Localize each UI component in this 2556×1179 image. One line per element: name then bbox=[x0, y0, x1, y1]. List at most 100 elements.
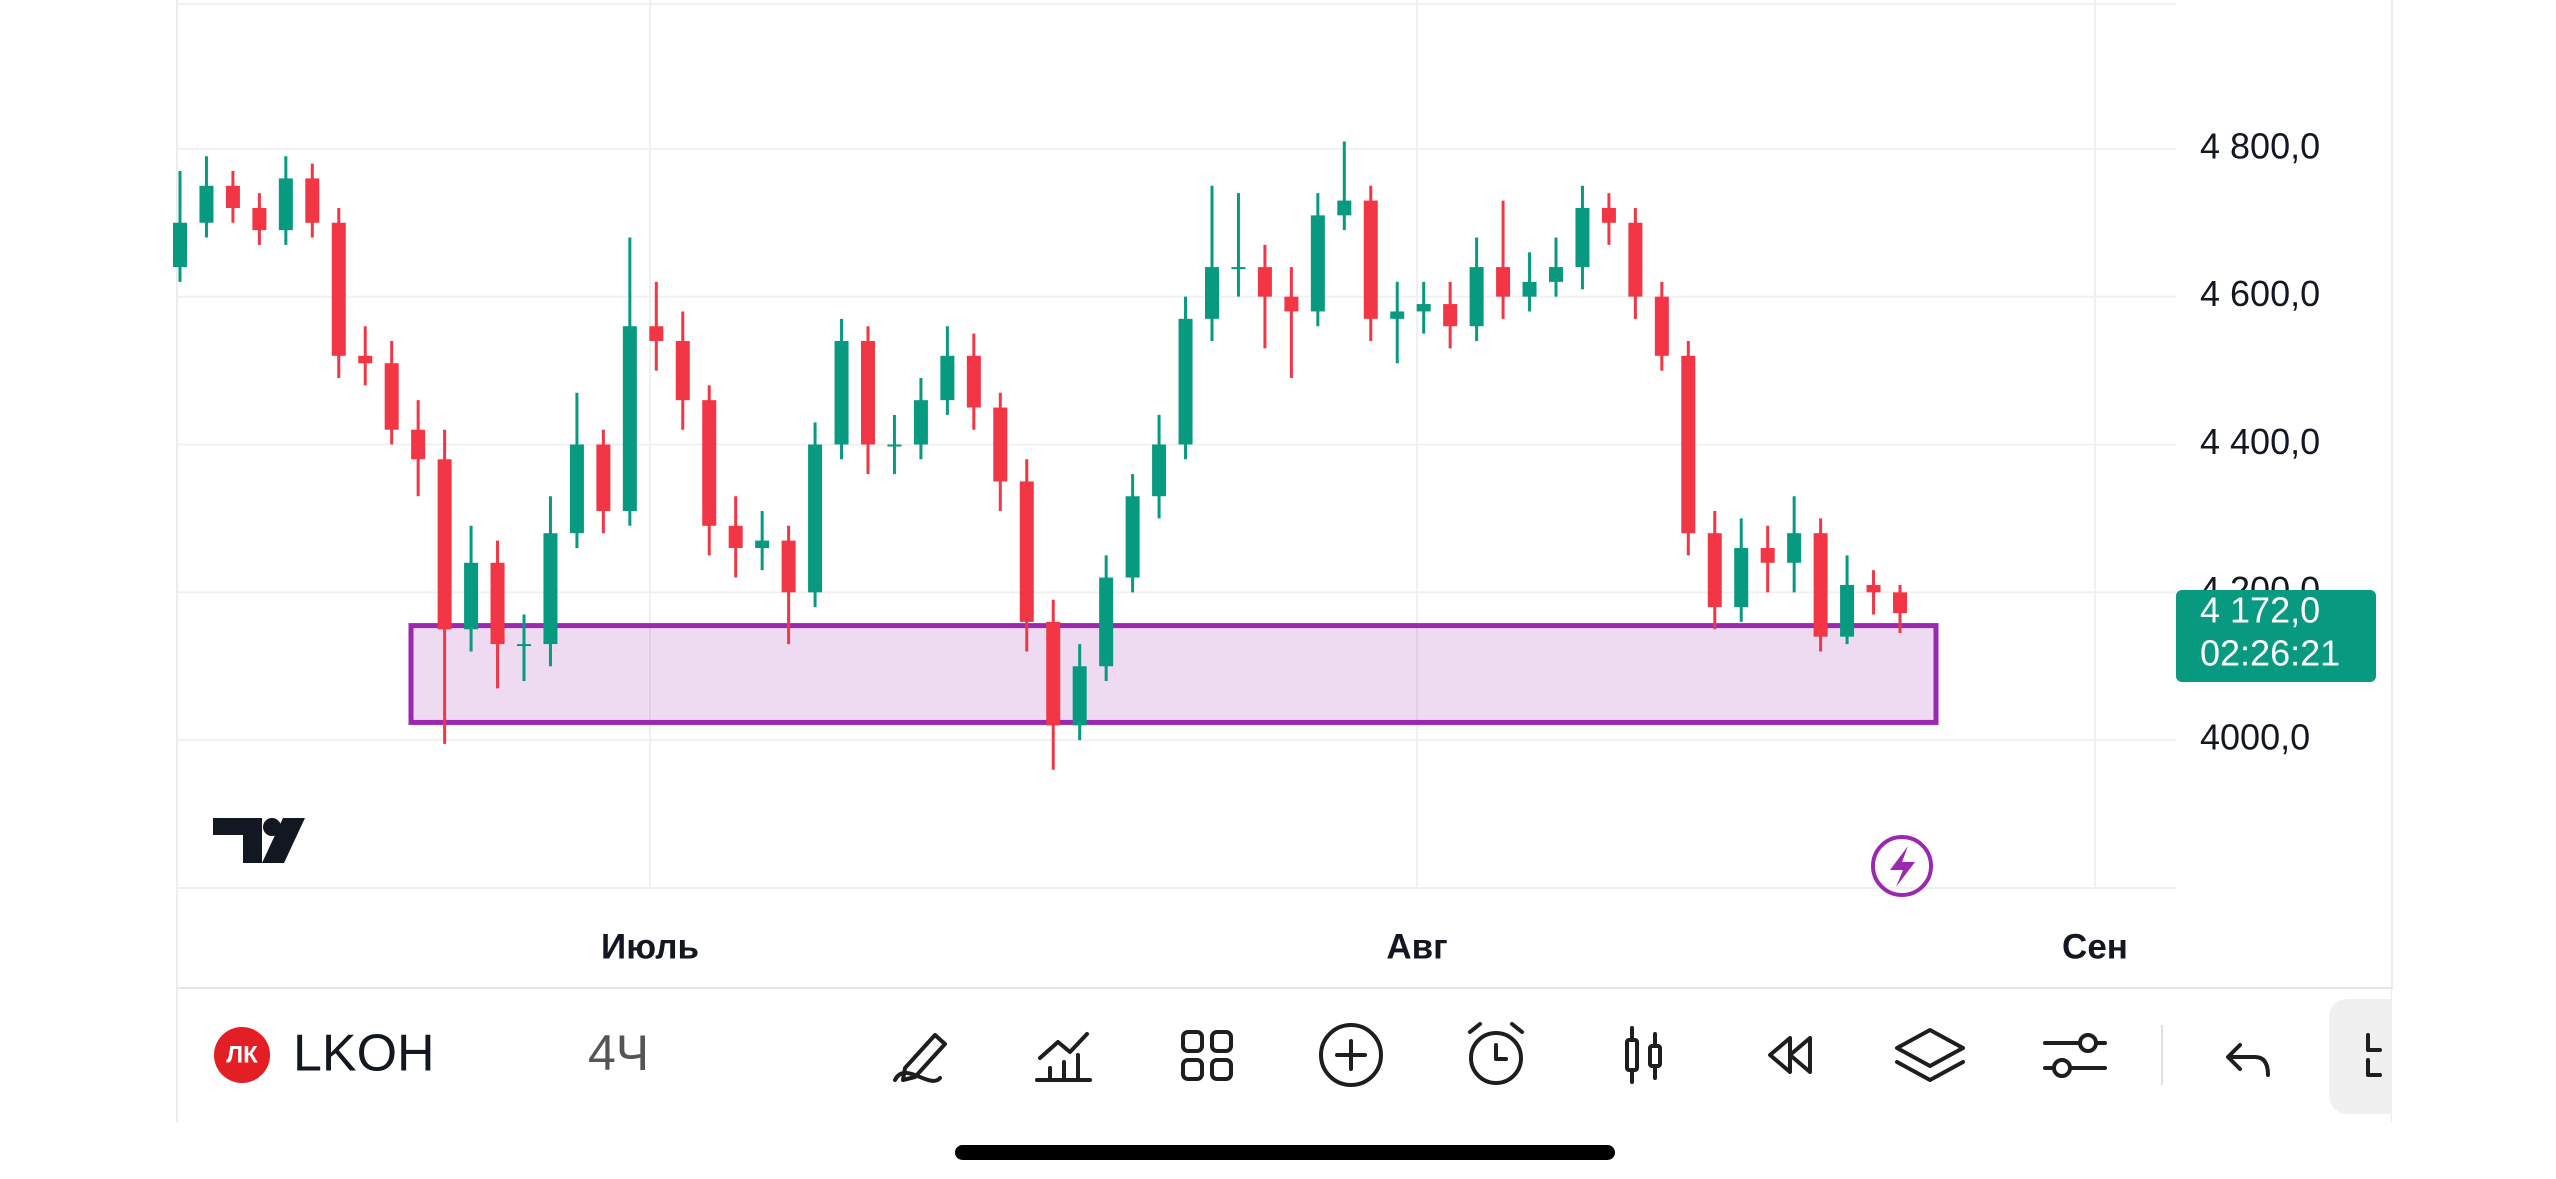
chart-type[interactable] bbox=[1625, 1026, 1662, 1084]
candle-body bbox=[1813, 533, 1828, 637]
candle-body bbox=[1575, 207, 1590, 268]
alert[interactable] bbox=[1468, 1022, 1524, 1085]
candle-body bbox=[1760, 547, 1775, 563]
symbol-logo bbox=[214, 1027, 270, 1083]
home-indicator bbox=[955, 1145, 1615, 1160]
candle-body bbox=[940, 355, 955, 401]
candle-body bbox=[1866, 584, 1881, 593]
candle-body bbox=[1443, 304, 1458, 327]
candle-body bbox=[993, 407, 1008, 482]
candle-body bbox=[411, 429, 426, 460]
candle-body bbox=[278, 178, 293, 231]
candle-body bbox=[305, 178, 320, 223]
last-price-badge bbox=[2176, 590, 2376, 683]
x-tick-label: Авг bbox=[1386, 927, 1447, 966]
candle-body bbox=[464, 562, 479, 630]
more-button[interactable] bbox=[2329, 999, 2409, 1114]
candle-body bbox=[1205, 267, 1219, 319]
interval[interactable]: 4Ч bbox=[588, 1025, 649, 1081]
candle-body bbox=[252, 207, 267, 231]
candle-body bbox=[781, 540, 796, 593]
indicators[interactable] bbox=[1035, 1032, 1092, 1082]
undo[interactable] bbox=[2226, 1043, 2270, 1077]
candle-body bbox=[225, 185, 240, 208]
settings[interactable] bbox=[2043, 1033, 2107, 1078]
x-tick-label: Июль bbox=[601, 927, 699, 966]
x-tick-label: Сен bbox=[2062, 927, 2128, 966]
candle-body bbox=[887, 444, 902, 447]
symbol: LKOH bbox=[293, 1025, 435, 1083]
candle-body bbox=[1231, 267, 1246, 270]
countdown: 02:26:21 bbox=[2200, 633, 2340, 674]
y-tick-label: 4 800,0 bbox=[2200, 125, 2320, 166]
candle-body bbox=[543, 533, 558, 645]
candle-body bbox=[1840, 584, 1855, 637]
candle-body bbox=[1893, 592, 1907, 614]
right-mask bbox=[2392, 990, 2556, 1130]
candle-body bbox=[702, 400, 717, 526]
candles bbox=[173, 141, 1907, 770]
layers[interactable] bbox=[1895, 1028, 1965, 1082]
add[interactable] bbox=[1319, 1023, 1383, 1087]
price-zone bbox=[408, 623, 1939, 725]
candle-body bbox=[1125, 496, 1140, 578]
candle-body bbox=[1787, 533, 1802, 563]
candle-body bbox=[569, 444, 584, 534]
candle-body bbox=[384, 363, 399, 430]
candle-body bbox=[331, 222, 346, 356]
symbol-button[interactable]: ЛК LKOH bbox=[214, 1025, 435, 1083]
candle-body bbox=[1522, 281, 1537, 297]
candle-body bbox=[199, 185, 214, 223]
candle-body bbox=[622, 326, 637, 512]
candle-body bbox=[1601, 207, 1616, 223]
candle-body bbox=[1152, 444, 1167, 497]
candle-body bbox=[1734, 547, 1749, 608]
candle-body bbox=[1549, 267, 1563, 282]
candle-body bbox=[1178, 318, 1193, 445]
replay[interactable] bbox=[1768, 1036, 1812, 1074]
candle-body bbox=[1310, 215, 1325, 312]
y-tick-label: 4000,0 bbox=[2200, 717, 2310, 758]
candle-body bbox=[1390, 311, 1405, 319]
lightning-button[interactable] bbox=[1871, 835, 1933, 897]
candle-body bbox=[649, 326, 664, 342]
candle-body bbox=[1284, 296, 1299, 312]
candle-body bbox=[913, 400, 928, 445]
candle-body bbox=[861, 341, 875, 445]
candle-body bbox=[517, 644, 531, 647]
candle-body bbox=[1099, 577, 1114, 667]
grid bbox=[177, 0, 2176, 888]
more-icon bbox=[2366, 1033, 2382, 1077]
candle-body bbox=[1654, 296, 1669, 356]
zone-layer bbox=[408, 623, 1939, 725]
candle-body bbox=[1257, 267, 1272, 297]
candle-body bbox=[834, 341, 849, 445]
templates[interactable] bbox=[1181, 1030, 1233, 1081]
candle-body bbox=[728, 525, 743, 548]
last-price-label: 4 172,0 bbox=[2200, 590, 2320, 631]
y-tick-label: 4 400,0 bbox=[2200, 421, 2320, 462]
candle-body bbox=[173, 222, 187, 268]
candle-body bbox=[358, 355, 373, 364]
candle-body bbox=[755, 540, 770, 548]
candle-body bbox=[1681, 355, 1696, 534]
candle-body bbox=[437, 459, 452, 630]
candle-body bbox=[808, 444, 823, 593]
candle-body bbox=[1363, 200, 1378, 319]
candle-body bbox=[596, 444, 611, 512]
candle-body bbox=[1496, 267, 1511, 297]
draw-tool[interactable] bbox=[893, 1033, 947, 1083]
candle-body bbox=[966, 355, 981, 408]
candle-body bbox=[675, 341, 690, 401]
candle-body bbox=[1469, 267, 1484, 327]
tv-logo bbox=[213, 818, 305, 863]
candle-body bbox=[1707, 533, 1722, 608]
candle-body bbox=[1046, 621, 1061, 726]
candle-body bbox=[490, 562, 505, 645]
symbol-logo-text: ЛК bbox=[226, 1041, 258, 1068]
candle-body bbox=[1416, 304, 1431, 312]
